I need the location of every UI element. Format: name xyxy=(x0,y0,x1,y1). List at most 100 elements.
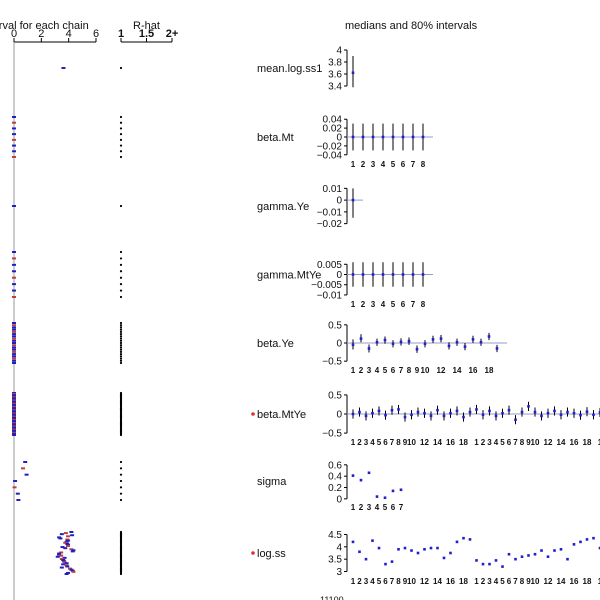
rhat-tick-label: 2+ xyxy=(166,28,179,40)
param-index-label: 3 xyxy=(367,366,372,375)
param-median-point xyxy=(371,539,374,542)
param-y-tick-label: 0.5 xyxy=(328,320,342,331)
param-median-point xyxy=(351,273,355,276)
param-median-point xyxy=(566,557,569,561)
param-median-point xyxy=(501,411,504,415)
rhat-point xyxy=(119,353,123,356)
param-median-point xyxy=(364,557,368,561)
param-label-beta.MtYe: beta.MtYe xyxy=(257,409,306,421)
rhat-point xyxy=(119,270,123,273)
param-median-point xyxy=(367,347,371,350)
param-median-point xyxy=(533,552,537,556)
chains-tick-label: 4 xyxy=(66,28,72,40)
param-median-point xyxy=(429,546,433,550)
param-index-label: 8 xyxy=(421,300,426,309)
param-index-label: 12 xyxy=(420,577,429,586)
param-index-label: 1 xyxy=(474,577,479,586)
param-median-point xyxy=(358,550,361,554)
param-median-point xyxy=(579,540,582,544)
param-index-label: 7 xyxy=(411,160,416,169)
param-y-tick-label: 0.005 xyxy=(317,260,342,271)
param-index-label: 16 xyxy=(446,577,455,586)
param-index-label: 14 xyxy=(557,438,566,447)
param-median-point xyxy=(421,273,425,276)
param-median-point xyxy=(436,408,439,412)
param-flag-dot xyxy=(251,412,255,416)
param-median-point xyxy=(481,562,485,566)
rhat-point xyxy=(119,498,123,502)
param-median-point xyxy=(411,273,415,276)
param-index-label: 6 xyxy=(507,577,512,586)
param-y-tick-label: −0.5 xyxy=(322,357,342,368)
param-median-point xyxy=(391,342,395,346)
param-median-point xyxy=(507,552,511,556)
param-median-point xyxy=(487,335,491,338)
param-index-label: 6 xyxy=(401,160,406,169)
param-index-label: 2 xyxy=(481,438,486,447)
param-median-point xyxy=(383,338,387,342)
param-median-point xyxy=(479,340,483,344)
rhat-point xyxy=(119,138,123,141)
param-index-label: 6 xyxy=(383,577,388,586)
param-y-tick-label: 3.8 xyxy=(328,58,342,69)
rhat-point xyxy=(119,155,123,159)
param-median-point xyxy=(455,409,459,413)
param-median-point xyxy=(540,414,543,418)
param-index-label: 2 xyxy=(357,577,362,586)
param-median-point xyxy=(520,410,524,414)
param-index-label: 9 xyxy=(526,577,531,586)
rhat-point xyxy=(119,150,123,153)
param-median-point xyxy=(364,414,368,418)
rhat-point xyxy=(119,66,123,70)
param-index-label: 5 xyxy=(500,577,505,586)
param-median-point xyxy=(384,413,387,417)
rhat-point xyxy=(119,263,123,266)
param-median-point xyxy=(431,338,435,341)
param-index-label: 2 xyxy=(481,577,486,586)
param-index-label: 8 xyxy=(520,438,525,447)
param-y-tick-label: 0 xyxy=(336,339,342,350)
param-index-label: 2 xyxy=(357,438,362,447)
param-median-point xyxy=(390,408,394,412)
param-median-point xyxy=(429,414,433,418)
param-median-point xyxy=(495,347,499,350)
param-index-label: 10 xyxy=(531,438,540,447)
param-index-label: 18 xyxy=(459,577,468,586)
param-median-point xyxy=(579,413,582,417)
rhat-tick-label: 1.5 xyxy=(139,28,154,40)
param-index-label: 7 xyxy=(411,300,416,309)
param-index-label: 7 xyxy=(399,503,404,512)
param-median-point xyxy=(468,410,472,414)
param-y-tick-label: 4 xyxy=(336,542,342,553)
param-median-point xyxy=(447,344,451,348)
param-y-tick-label: −0.01 xyxy=(317,290,343,301)
rhat-point xyxy=(119,144,123,147)
param-y-tick-label: 0.04 xyxy=(323,115,343,126)
param-index-label: 1 xyxy=(351,160,356,169)
param-y-tick-label: 0.01 xyxy=(323,184,343,195)
param-median-point xyxy=(546,411,550,415)
param-median-point xyxy=(475,408,478,411)
param-y-tick-label: 3 xyxy=(336,567,342,578)
param-median-point xyxy=(381,135,385,139)
param-index-label: 3 xyxy=(487,438,492,447)
param-median-point xyxy=(488,562,491,566)
param-median-point xyxy=(423,411,426,415)
param-median-point xyxy=(423,342,427,346)
param-median-point xyxy=(371,135,375,139)
param-index-label: 4 xyxy=(370,438,375,447)
param-median-point xyxy=(358,410,361,414)
param-median-point xyxy=(423,547,426,551)
param-median-point xyxy=(566,410,569,414)
param-median-point xyxy=(462,415,465,419)
footer-fragment: 11100 xyxy=(320,595,344,600)
param-index-label: 8 xyxy=(421,160,426,169)
param-median-point xyxy=(527,554,530,557)
param-median-point xyxy=(553,549,556,552)
param-index-label: 1 xyxy=(351,438,356,447)
rhat-point xyxy=(119,115,123,119)
param-index-label: 4 xyxy=(381,300,386,309)
rhat-point xyxy=(119,333,123,336)
